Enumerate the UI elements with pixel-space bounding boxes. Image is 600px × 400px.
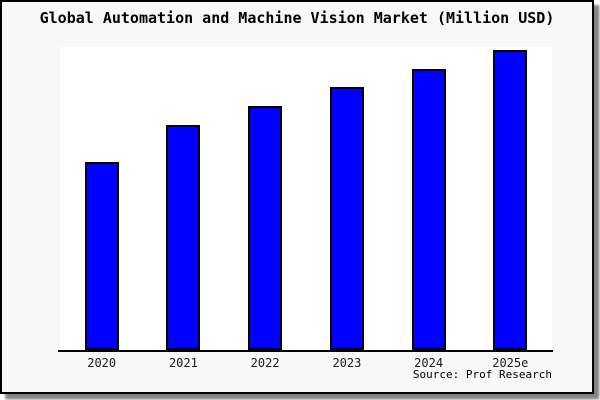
bar-2022 [248, 106, 283, 350]
x-tick-label-2020: 2020 [87, 356, 117, 370]
chart-window: Global Automation and Machine Vision Mar… [0, 0, 594, 394]
x-tick-label-2022: 2022 [250, 356, 280, 370]
source-credit: Source: Prof Research [412, 368, 552, 381]
x-tick-label-2023: 2023 [332, 356, 362, 370]
bar-2024 [411, 69, 446, 350]
chart-title: Global Automation and Machine Vision Mar… [39, 9, 555, 27]
bar-2025e [493, 50, 528, 350]
x-tick-label-2024: 2024 [414, 356, 444, 370]
bar-2021 [166, 125, 201, 350]
x-tick-label-2021: 2021 [168, 356, 198, 370]
bar-2020 [84, 162, 119, 350]
plot-area [60, 47, 552, 350]
bar-2023 [329, 87, 364, 350]
x-tick-label-2025e: 2025e [492, 356, 529, 370]
x-axis-line [58, 350, 553, 352]
